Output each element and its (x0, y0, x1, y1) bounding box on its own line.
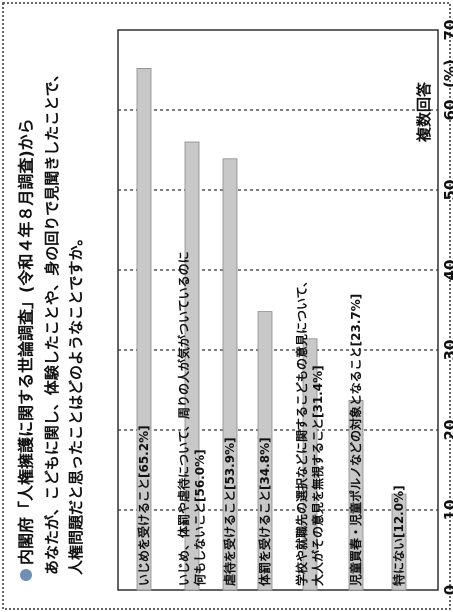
bar (302, 338, 318, 591)
bar-label: 大人がその意見を無視すること[31.4%] (310, 365, 325, 586)
chart-title-line: 内閣府「人権擁護に関する世論調査」(令和４年８月調査)から (17, 118, 36, 565)
bar (391, 493, 407, 591)
bar-label: いじめ、体罰や虐待について、周りの人が気がついているのに (176, 251, 191, 586)
title-bullet (20, 569, 32, 581)
bar-label: いじめを受けること[65.2%] (136, 425, 151, 586)
bar-label: 虐待を受けること[53.9%] (222, 437, 237, 586)
tick-label: 30 (441, 340, 453, 361)
chart-title-line: あなたが、こどもに関し、体験したことや、身の回りで見聞きしたことで、 (43, 67, 61, 575)
bar (136, 68, 152, 591)
bar-label: 特にない[12.0%] (391, 485, 406, 586)
tick-label: 70 (441, 20, 453, 41)
tick-label: 20 (441, 420, 453, 441)
bar (257, 311, 273, 591)
tick-label: 50 (441, 180, 453, 201)
bar (348, 399, 364, 591)
bar-label: 何もしないこと[56.0%] (192, 449, 207, 586)
tick-label: 40 (441, 260, 453, 281)
note-label: 複数回答 (415, 81, 433, 143)
bar-label: 体罰を受けること[34.8%] (257, 437, 272, 586)
bar (222, 158, 238, 591)
bar-label: 児童買春・児童ポルノなどの対象となること[23.7%] (348, 294, 363, 587)
bar-label: 学校や就職先の選択などに関するこどもの意見について、 (294, 275, 309, 586)
tick-label: 60 (441, 100, 453, 121)
tick-label: 10 (441, 500, 453, 521)
bar (184, 141, 200, 591)
tick-label: 0 (441, 585, 453, 595)
chart-title-line: 人権問題だと思ったことはどのようなことですか。 (67, 231, 85, 575)
plot-frame (117, 29, 439, 591)
unit-label: (%) (441, 59, 453, 88)
